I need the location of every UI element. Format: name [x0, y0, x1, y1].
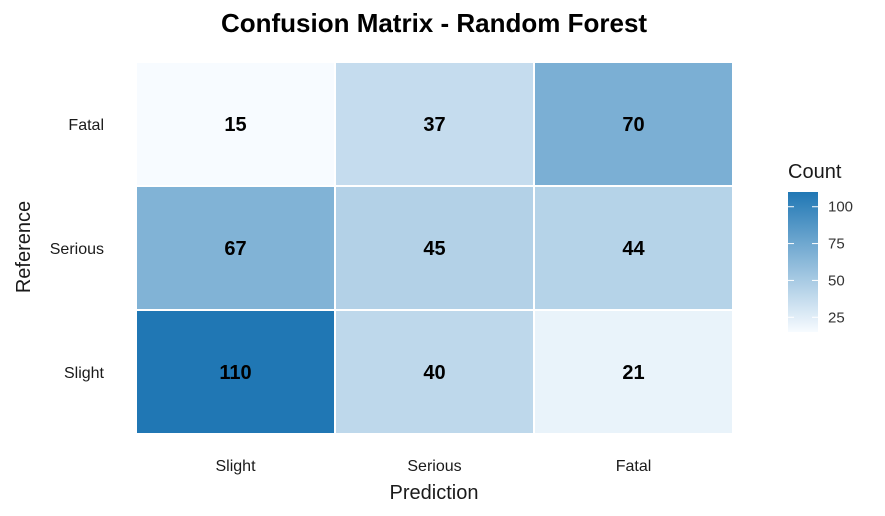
- legend-tick-labels: 100 75 50 25: [788, 199, 853, 326]
- cell-value-label: 44: [622, 238, 645, 260]
- cell-value-label: 37: [423, 114, 445, 136]
- y-tick-label: Fatal: [68, 117, 104, 134]
- heatmap-cell-fatal-serious: [334, 61, 535, 187]
- legend-colorbar: [788, 192, 818, 332]
- x-tick-label: Fatal: [616, 458, 652, 475]
- cell-value-label: 21: [622, 362, 644, 384]
- heatmap-cell-fatal-slight: [135, 61, 336, 187]
- x-axis-tick-labels: Slight Serious Fatal: [215, 458, 651, 475]
- heatmap-cell-fatal-fatal: [533, 61, 734, 187]
- x-tick-label: Slight: [215, 458, 256, 475]
- heatmap-cell-serious-serious: [334, 185, 535, 311]
- x-axis-title: Prediction: [390, 482, 479, 504]
- cell-value-label: 15: [224, 114, 246, 136]
- legend: Count 100 75 50 25: [788, 161, 853, 332]
- legend-tick-label: 50: [828, 272, 845, 289]
- chart-title: Confusion Matrix - Random Forest: [221, 8, 647, 38]
- heatmap-cell-serious-slight: [135, 185, 336, 311]
- cell-value-label: 110: [219, 362, 251, 384]
- legend-tick-label: 25: [828, 309, 845, 326]
- y-axis-tick-labels: Fatal Serious Slight: [50, 117, 105, 382]
- heatmap-cell-labels: 15 37 70 67 45 44 110 40 21: [219, 114, 645, 384]
- y-axis-title: Reference: [13, 201, 35, 293]
- cell-value-label: 45: [423, 238, 445, 260]
- legend-tick-label: 75: [828, 236, 845, 253]
- x-tick-label: Serious: [407, 458, 461, 475]
- legend-title: Count: [788, 161, 842, 183]
- legend-tick-label: 100: [828, 199, 853, 216]
- heatmap-cell-slight-slight: [135, 309, 336, 435]
- heatmap-cell-slight-fatal: [533, 309, 734, 435]
- y-tick-label: Slight: [64, 365, 105, 382]
- cell-value-label: 70: [622, 114, 644, 136]
- cell-value-label: 67: [224, 238, 246, 260]
- y-tick-label: Serious: [50, 241, 104, 258]
- heatmap-cell-serious-fatal: [533, 185, 734, 311]
- heatmap-cell-slight-serious: [334, 309, 535, 435]
- heatmap-cells: [135, 61, 734, 435]
- cell-value-label: 40: [423, 362, 445, 384]
